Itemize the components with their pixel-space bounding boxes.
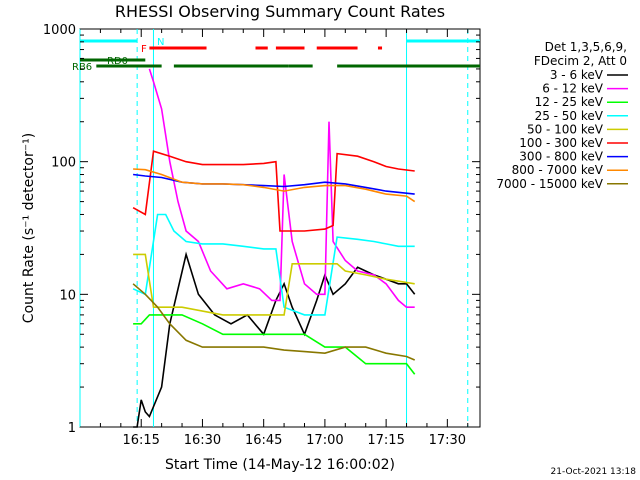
series-line-0: [133, 251, 416, 428]
legend-label-2: 12 - 25 keV: [535, 95, 604, 109]
state-bar-label-f: F: [141, 44, 147, 55]
footer-timestamp: 21-Oct-2021 13:18: [551, 467, 637, 477]
state-bar-label-rb6: RB6: [72, 62, 92, 73]
state-bars: NF RD0 RB6: [72, 37, 480, 73]
x-tick-label-5: 17:30: [429, 433, 466, 448]
legend-label-7: 800 - 7000 keV: [512, 163, 604, 177]
y-axis-label: Count Rate (s⁻¹ detector⁻¹): [21, 133, 37, 323]
series-line-3: [132, 213, 415, 316]
legend-header-1: FDecim 2, Att 0: [534, 54, 627, 68]
x-tick-label-1: 16:30: [184, 433, 221, 448]
x-tick-label-2: 16:45: [245, 433, 282, 448]
series-line-8: [132, 283, 416, 361]
y-tick-label-1: 10: [59, 288, 76, 303]
series-line-5: [132, 150, 415, 232]
legend: Det 1,3,5,6,9,FDecim 2, Att 03 - 6 keV6 …: [496, 40, 628, 191]
series-lines: [132, 68, 416, 428]
y-tick-label-0: 1: [68, 421, 76, 436]
y-tick-label-3: 1000: [43, 23, 76, 38]
series-line-6: [133, 173, 415, 195]
legend-label-5: 100 - 300 keV: [519, 136, 603, 150]
legend-label-4: 50 - 100 keV: [527, 122, 604, 136]
x-tick-label-4: 17:15: [367, 433, 404, 448]
legend-label-6: 300 - 800 keV: [519, 150, 603, 164]
legend-header-0: Det 1,3,5,6,9,: [545, 40, 627, 54]
series-line-4: [133, 253, 415, 316]
series-line-7: [133, 168, 416, 203]
legend-label-1: 6 - 12 keV: [542, 82, 604, 96]
y-axis-ticks: 1 10 100 1000: [43, 23, 480, 436]
y-tick-label-2: 100: [51, 156, 76, 171]
series-line-2: [133, 314, 416, 375]
x-axis-label: Start Time (14-May-12 16:00:02): [165, 457, 395, 473]
state-bar-label-rd0: RD0: [107, 56, 128, 67]
state-bar-label-n: N: [157, 37, 164, 48]
legend-label-3: 25 - 50 keV: [535, 109, 604, 123]
legend-label-8: 7000 - 15000 keV: [496, 177, 603, 191]
legend-label-0: 3 - 6 keV: [550, 68, 604, 82]
x-axis-ticks: 16:15 16:30 16:45 17:00 17:15 17:30: [99, 29, 469, 448]
x-tick-label-3: 17:00: [306, 433, 343, 448]
series-line-1: [148, 68, 415, 309]
x-tick-label-0: 16:15: [122, 433, 159, 448]
state-vlines: [79, 29, 469, 427]
chart-title: RHESSI Observing Summary Count Rates: [115, 2, 445, 21]
